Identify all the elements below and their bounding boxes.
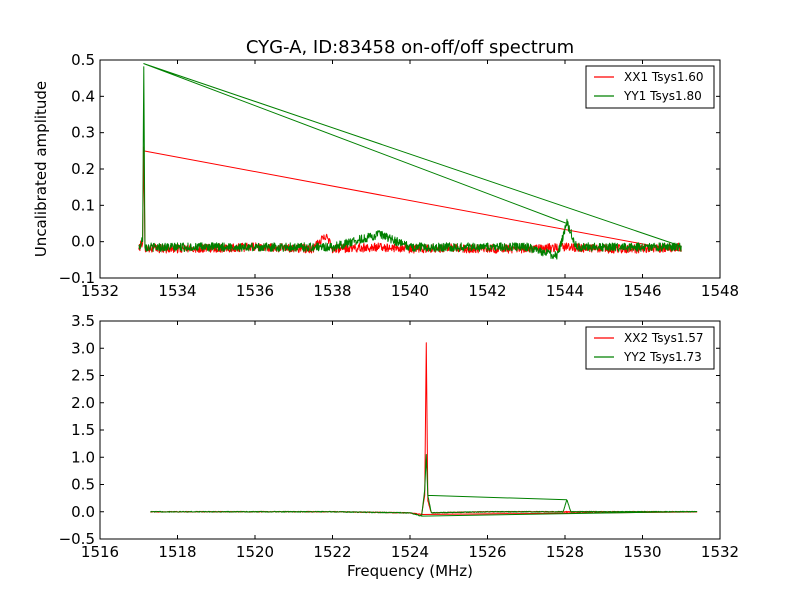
top-panel-xtick-label: 1540 xyxy=(391,282,429,300)
top-panel-ytick-label: 0.1 xyxy=(71,196,95,214)
bottom-panel-xtick-label: 1524 xyxy=(391,543,429,561)
bottom-panel-ytick-label: 3.0 xyxy=(71,339,95,357)
bottom-panel-ytick-label: 1.5 xyxy=(71,421,95,439)
top-panel-legend-box xyxy=(585,65,715,109)
top-panel-xtick-label: 1532 xyxy=(81,282,119,300)
top-panel-xtick-label: 1538 xyxy=(313,282,351,300)
top-panel-ytick-label: 0.4 xyxy=(71,87,95,105)
bottom-panel-xlabel: Frequency (MHz) xyxy=(347,562,473,580)
top-panel-series xyxy=(138,63,682,260)
bottom-panel-series-yy2-line xyxy=(150,454,698,517)
top-panel-series-yy1-line xyxy=(138,63,682,260)
bottom-panel-legend-label-yy2: YY2 Tsys1.73 xyxy=(623,350,702,364)
bottom-panel-legend: XX2 Tsys1.57 YY2 Tsys1.73 xyxy=(585,326,715,370)
top-panel-xtick-label: 1544 xyxy=(546,282,584,300)
top-panel-xtick-label: 1542 xyxy=(468,282,506,300)
top-panel-ytick-label: −0.1 xyxy=(59,269,95,287)
top-panel-ytick-label: 0.3 xyxy=(71,124,95,142)
bottom-panel-xtick-label: 1530 xyxy=(623,543,661,561)
bottom-panel-ytick-label: 2.5 xyxy=(71,367,95,385)
top-panel-xtick-label: 1534 xyxy=(158,282,196,300)
bottom-panel-ytick-label: 0.0 xyxy=(71,503,95,521)
bottom-panel-xtick-label: 1518 xyxy=(158,543,196,561)
top-panel-legend-label-yy1: YY1 Tsys1.80 xyxy=(623,89,702,103)
bottom-panel-ytick-label: 3.5 xyxy=(71,312,95,330)
bottom-panel-series xyxy=(150,342,698,517)
bottom-panel-xtick-label: 1526 xyxy=(468,543,506,561)
bottom-panel-xtick-label: 1532 xyxy=(701,543,739,561)
top-panel-ytick-label: 0.5 xyxy=(71,51,95,69)
top-panel-ticks: 1532 1534 1536 1538 1540 1542 1544 1546 1548 −0.1… xyxy=(59,51,740,300)
bottom-panel-ytick-label: 1.0 xyxy=(71,448,95,466)
figure-title: CYG-A, ID:83458 on-off/off spectrum xyxy=(246,37,574,58)
bottom-panel-legend-label-xx2: XX2 Tsys1.57 xyxy=(624,331,704,345)
top-panel-xtick-label: 1536 xyxy=(236,282,274,300)
bottom-panel-ticks: 1516 1518 1520 1522 1524 1526 1528 1530 1532 −0.5… xyxy=(59,312,740,561)
bottom-panel-legend-box xyxy=(585,326,715,370)
top-panel-ylabel: Uncalibrated amplitude xyxy=(32,81,50,257)
bottom-panel-xtick-label: 1516 xyxy=(81,543,119,561)
top-panel-ytick-label: 0.2 xyxy=(71,160,95,178)
top-panel-xtick-label: 1546 xyxy=(623,282,661,300)
top-panel-ytick-label: 0.0 xyxy=(71,233,95,251)
top-panel-legend: XX1 Tsys1.60 YY1 Tsys1.80 xyxy=(585,65,715,109)
bottom-panel-ytick-label: 2.0 xyxy=(71,394,95,412)
top-panel: 1532 1534 1536 1538 1540 1542 1544 1546 1548 −0.1… xyxy=(32,51,739,300)
top-panel-xtick-label: 1548 xyxy=(701,282,739,300)
bottom-panel-xtick-label: 1522 xyxy=(313,543,351,561)
bottom-panel-ytick-label: 0.5 xyxy=(71,476,95,494)
bottom-panel-xtick-label: 1520 xyxy=(236,543,274,561)
bottom-panel: 1516 1518 1520 1522 1524 1526 1528 1530 1532 −0.5… xyxy=(59,312,740,580)
bottom-panel-ytick-label: −0.5 xyxy=(59,530,95,548)
top-panel-legend-label-xx1: XX1 Tsys1.60 xyxy=(624,70,704,84)
bottom-panel-xtick-label: 1528 xyxy=(546,543,584,561)
